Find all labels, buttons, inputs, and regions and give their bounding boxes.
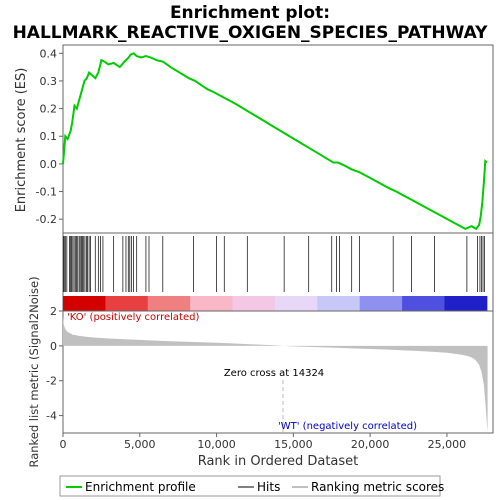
es-y-axis-label: Enrichment score (ES) [14,68,29,213]
x-axis: 0 5,000 10,000 15,000 20,000 25,000 [60,433,467,451]
x-tick-label: 5,000 [124,438,156,451]
metric-y-tick-label: 0 [50,340,57,353]
negative-correlation-label: 'WT' (negatively correlated) [278,421,417,432]
es-y-tick-label: 0.2 [40,103,58,116]
es-y-tick-label: 0.3 [40,75,58,88]
x-tick-label: 0 [60,438,67,451]
metric-y-axis: 2 0 -2 -4 [46,305,63,423]
x-tick-label: 10,000 [197,438,236,451]
x-tick-label: 20,000 [351,438,390,451]
metric-y-tick-label: -4 [46,410,57,423]
chart-title-line1: Enrichment plot: [170,3,330,23]
es-y-tick-label: 0.1 [40,130,58,143]
metric-panel-frame [62,310,494,434]
es-y-tick-label: 0.0 [40,158,58,171]
rank-color-segment [317,296,361,311]
enrichment-profile-line [62,52,488,231]
legend-box [59,475,441,497]
x-tick-label: 25,000 [428,438,467,451]
rank-color-segment [190,296,234,311]
es-y-tick-label: -0.1 [36,186,57,199]
metric-y-tick-label: 2 [50,305,57,318]
rank-color-bar [63,296,488,311]
legend-enrichment-label: Enrichment profile [85,480,196,494]
x-tick-label: 15,000 [274,438,313,451]
rank-color-segment [444,296,488,311]
x-axis-label: Rank in Ordered Dataset [198,454,359,469]
ranking-metric-area [63,316,488,432]
legend-metric-label: Ranking metric scores [311,480,444,494]
es-panel-frame [62,44,494,234]
hit-markers [63,236,485,292]
rank-color-segment [63,296,106,311]
es-y-axis: 0.4 0.3 0.2 0.1 0.0 -0.1 -0.2 [36,47,63,226]
es-y-tick-label: 0.4 [40,47,58,60]
rank-color-segment [359,296,403,311]
metric-y-tick-label: -2 [46,375,57,388]
zero-cross-label: Zero cross at 14324 [224,368,324,379]
rank-color-segment [232,296,276,311]
legend-hits-label: Hits [257,480,280,494]
rank-color-segment [147,296,191,311]
es-y-tick-label: -0.2 [36,213,57,226]
rank-color-segment [274,296,318,311]
metric-y-axis-label: Ranked list metric (Signal2Noise) [27,276,41,467]
positive-correlation-label: 'KO' (positively correlated) [67,312,199,323]
rank-color-segment [105,296,149,311]
chart-title-line2: HALLMARK_REACTIVE_OXIGEN_SPECIES_PATHWAY [13,23,489,43]
rank-color-segment [402,296,445,311]
